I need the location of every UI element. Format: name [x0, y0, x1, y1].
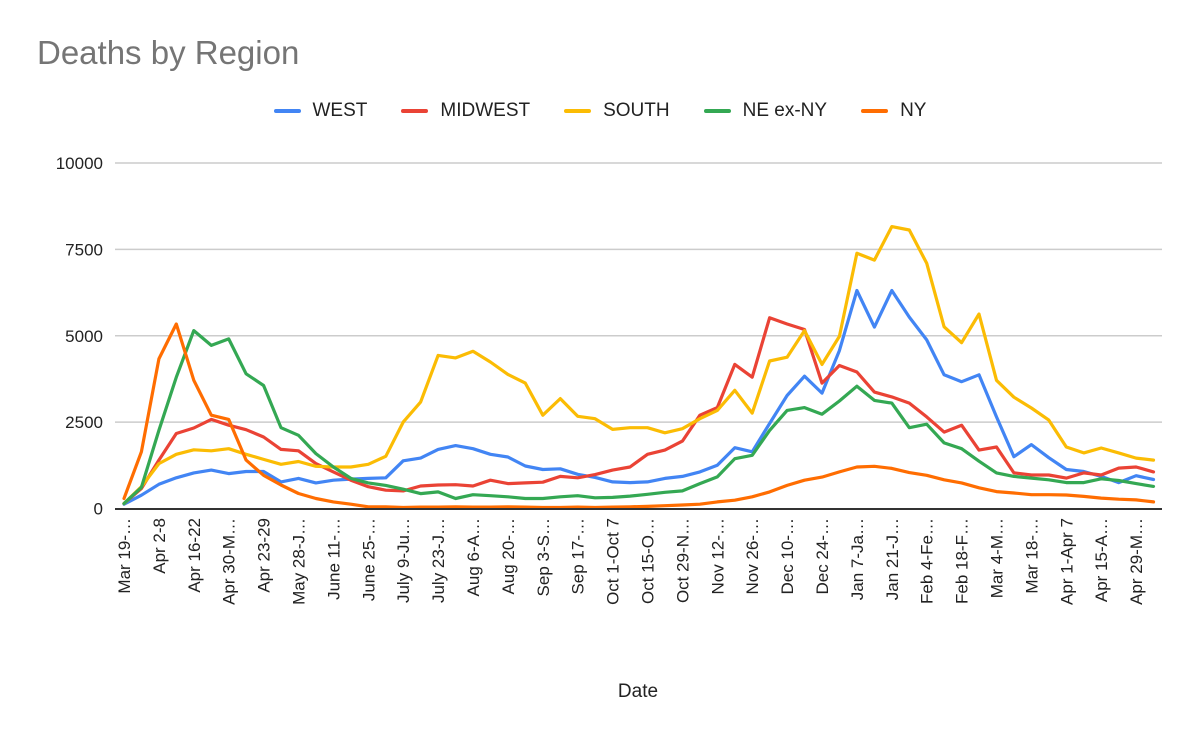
x-tick-label: Dec 10-…	[778, 518, 797, 595]
x-tick-label: Apr 29-M…	[1127, 518, 1146, 605]
legend-swatch	[703, 109, 731, 113]
x-tick-label: Apr 15-A…	[1092, 518, 1111, 602]
x-tick-label: Apr 30-M…	[220, 518, 239, 605]
x-tick-label: Oct 15-O…	[639, 518, 658, 604]
legend-swatch	[401, 109, 429, 113]
legend-item[interactable]: SOUTH	[564, 100, 670, 122]
x-tick-label: Dec 24-…	[813, 518, 832, 595]
series-line-ne-ex-ny[interactable]	[122, 329, 1156, 506]
x-tick-label: Apr 16-22	[185, 518, 204, 593]
x-tick-label: May 28-J…	[290, 518, 309, 605]
x-tick-label: Nov 12-…	[708, 518, 727, 595]
x-tick-label: June 25-…	[359, 518, 378, 601]
x-tick-label: Apr 23-29	[255, 518, 274, 593]
x-tick-label: Sep 3-S…	[534, 518, 553, 596]
legend-label: WEST	[312, 100, 368, 121]
x-tick-label: Oct 1-Oct 7	[604, 518, 623, 605]
legend-swatch	[861, 109, 889, 113]
chart-title: Deaths by Region	[37, 34, 300, 71]
x-tick-label: Jan 7-Ja…	[848, 518, 867, 600]
x-tick-label: Nov 26-…	[743, 518, 762, 595]
series-line-ny[interactable]	[122, 322, 1156, 510]
x-tick-label: June 11-…	[324, 518, 343, 600]
x-tick-label: Aug 20-…	[499, 518, 518, 595]
x-tick-label: Feb 4-Fe…	[918, 518, 937, 604]
legend-label: NY	[900, 100, 927, 121]
series-line-west[interactable]	[122, 288, 1156, 506]
x-tick-label: Feb 18-F…	[953, 518, 972, 604]
legend-item[interactable]: NE ex-NY	[703, 100, 828, 122]
legend-label: NE ex-NY	[742, 100, 828, 121]
x-tick-label: Mar 19-…	[115, 518, 134, 594]
y-tick-label: 7500	[65, 240, 103, 259]
x-tick-label: Aug 6-A…	[464, 518, 483, 596]
x-tick-label: Apr 2-8	[150, 518, 169, 574]
x-tick-label: Jan 21-J…	[883, 518, 902, 600]
legend-label: SOUTH	[603, 100, 670, 121]
series-line-south[interactable]	[122, 225, 1156, 506]
y-tick-label: 2500	[65, 413, 103, 432]
x-tick-label: Oct 29-N…	[673, 518, 692, 603]
y-tick-label: 0	[94, 500, 103, 519]
legend: WEST MIDWEST SOUTH NE ex-NY NY	[0, 100, 1200, 122]
x-tick-label: Apr 1-Apr 7	[1057, 518, 1076, 605]
x-tick-label: July 9-Ju…	[394, 518, 413, 603]
x-tick-label: Mar 18-…	[1022, 518, 1041, 594]
y-tick-label: 5000	[65, 327, 103, 346]
legend-label: MIDWEST	[440, 100, 531, 121]
y-tick-label: 10000	[56, 154, 103, 173]
x-tick-label: July 23-J…	[429, 518, 448, 603]
x-axis-title: Date	[618, 681, 658, 702]
x-tick-label: Mar 4-M…	[988, 518, 1007, 598]
legend-item[interactable]: MIDWEST	[401, 100, 530, 122]
legend-item[interactable]: WEST	[273, 100, 368, 122]
legend-swatch	[273, 109, 301, 113]
x-tick-label: Sep 17-…	[569, 518, 588, 595]
series-line-midwest[interactable]	[122, 316, 1156, 506]
legend-swatch	[564, 109, 592, 113]
legend-item[interactable]: NY	[861, 100, 926, 122]
